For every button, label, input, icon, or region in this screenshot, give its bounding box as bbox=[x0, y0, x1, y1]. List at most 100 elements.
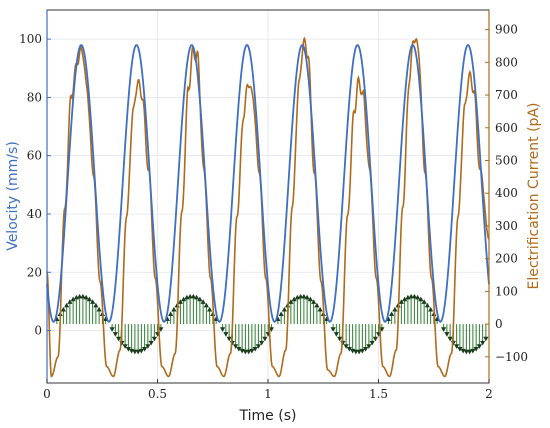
stem-marker bbox=[369, 340, 375, 346]
stem-marker bbox=[125, 347, 131, 352]
stem-marker bbox=[151, 336, 157, 342]
stem-marker bbox=[408, 293, 414, 299]
stem-marker bbox=[148, 340, 154, 346]
stem-marker bbox=[356, 349, 362, 355]
stem-marker bbox=[473, 347, 479, 352]
stem-marker bbox=[109, 327, 115, 332]
x-tick-label: 0.5 bbox=[148, 387, 167, 401]
stem-marker bbox=[428, 306, 434, 312]
stem-marker bbox=[86, 296, 92, 302]
right-tick-label: 800 bbox=[495, 55, 518, 69]
stem-marker bbox=[447, 336, 453, 342]
stem-marker bbox=[372, 336, 378, 342]
right-tick-label: −100 bbox=[495, 350, 528, 364]
stem-marker bbox=[112, 332, 118, 337]
stem-marker bbox=[441, 327, 447, 332]
stem-marker bbox=[67, 299, 73, 304]
right-tick-label: 400 bbox=[495, 186, 518, 200]
right-axis-label: Electrification Current (pA) bbox=[526, 103, 542, 290]
stem-marker bbox=[122, 344, 128, 349]
stem-marker bbox=[171, 306, 177, 312]
stem-marker bbox=[262, 336, 268, 342]
left-tick-label: 60 bbox=[27, 149, 42, 163]
stem-marker bbox=[421, 299, 427, 304]
stem-marker bbox=[389, 311, 395, 317]
left-axis-ticks: 0 20 40 60 80 100 bbox=[19, 32, 51, 338]
stem-marker bbox=[83, 294, 89, 300]
right-tick-label: 700 bbox=[495, 88, 518, 102]
right-tick-label: 200 bbox=[495, 252, 518, 266]
right-axis-ticks: −100 0 100 200 300 400 500 600 700 800 900 bbox=[485, 23, 528, 364]
right-tick-label: 0 bbox=[495, 317, 503, 331]
stem-marker bbox=[242, 349, 248, 355]
stem-marker bbox=[116, 336, 122, 342]
stem-marker bbox=[291, 296, 297, 302]
stem-marker bbox=[259, 340, 265, 346]
stem-marker bbox=[203, 302, 209, 308]
stem-marker bbox=[424, 302, 430, 308]
current-line bbox=[46, 36, 490, 378]
stem-marker bbox=[288, 299, 294, 304]
left-tick-label: 80 bbox=[27, 90, 42, 104]
stem-marker bbox=[476, 344, 482, 349]
stem-marker bbox=[233, 344, 239, 349]
stem-marker bbox=[366, 344, 372, 349]
stem-marker bbox=[304, 294, 310, 300]
stem-marker bbox=[278, 311, 284, 317]
stem-marker bbox=[333, 332, 339, 337]
stem-marker bbox=[392, 306, 398, 312]
right-tick-label: 900 bbox=[495, 23, 518, 37]
stem-marker bbox=[330, 327, 336, 332]
right-tick-label: 100 bbox=[495, 284, 518, 298]
stem-marker bbox=[236, 347, 242, 352]
stem-marker bbox=[226, 336, 232, 342]
stem-marker bbox=[343, 344, 349, 349]
stem-marker bbox=[200, 299, 206, 304]
x-tick-label: 0 bbox=[43, 387, 51, 401]
stem-marker bbox=[454, 344, 460, 349]
stem-marker bbox=[444, 332, 450, 337]
stem-marker bbox=[138, 348, 144, 354]
left-tick-label: 0 bbox=[34, 324, 42, 338]
stem-marker bbox=[317, 306, 323, 312]
stem-marker bbox=[249, 348, 255, 354]
stem-marker bbox=[415, 294, 421, 300]
stem-marker bbox=[96, 306, 102, 312]
stem-marker bbox=[483, 336, 489, 342]
stem-marker bbox=[207, 306, 213, 312]
x-tick-label: 1.5 bbox=[369, 387, 388, 401]
stem-marker bbox=[307, 296, 313, 302]
right-tick-label: 600 bbox=[495, 121, 518, 135]
stem-marker bbox=[246, 349, 252, 355]
stem-marker bbox=[135, 349, 141, 355]
stem-marker bbox=[64, 302, 70, 308]
stem-marker bbox=[177, 299, 183, 304]
stem-marker bbox=[190, 293, 196, 299]
stem-marker bbox=[337, 336, 343, 342]
stem-marker bbox=[194, 294, 200, 300]
stem-marker bbox=[402, 296, 408, 302]
stem-marker bbox=[463, 349, 469, 355]
stem-marker bbox=[398, 299, 404, 304]
left-tick-label: 100 bbox=[19, 32, 42, 46]
stem-marker bbox=[281, 306, 287, 312]
right-tick-label: 300 bbox=[495, 219, 518, 233]
stem-marker bbox=[187, 293, 193, 299]
stem-marker bbox=[252, 347, 258, 352]
stem-marker bbox=[363, 347, 369, 352]
stem-marker bbox=[353, 349, 359, 355]
stem-marker bbox=[70, 296, 76, 302]
stem-marker bbox=[298, 293, 304, 299]
stem-marker bbox=[311, 299, 317, 304]
stem-marker bbox=[93, 302, 99, 308]
stem-marker bbox=[197, 296, 203, 302]
stem-marker bbox=[467, 349, 473, 355]
left-tick-label: 20 bbox=[27, 265, 42, 279]
stem-marker bbox=[418, 296, 424, 302]
stem-marker bbox=[301, 293, 307, 299]
right-tick-label: 500 bbox=[495, 154, 518, 168]
stem-marker bbox=[168, 311, 174, 317]
stem-marker bbox=[480, 340, 486, 346]
stem-marker bbox=[457, 347, 463, 352]
